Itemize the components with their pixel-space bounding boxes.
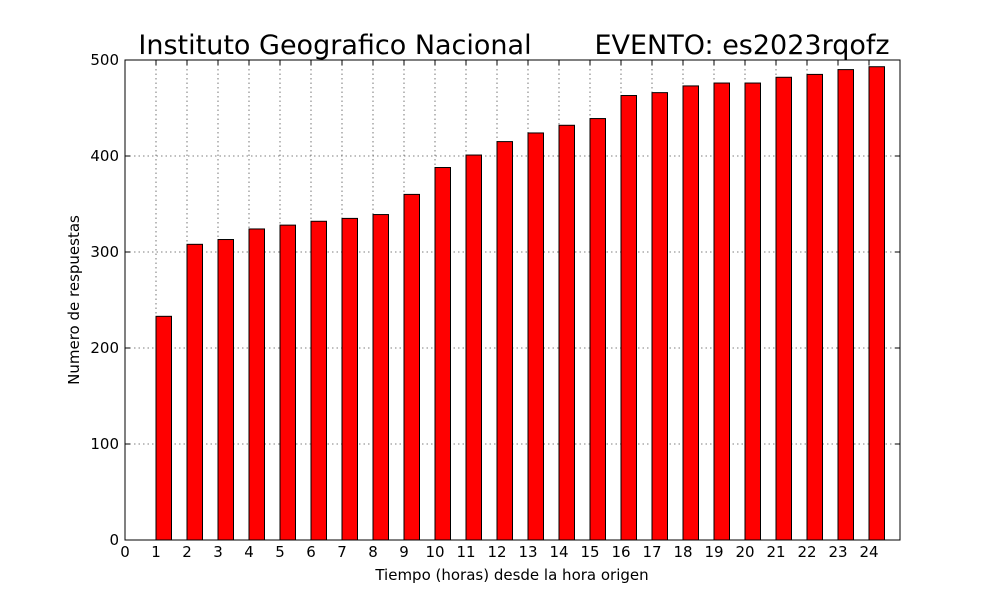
bar-hour-24 [868, 66, 885, 541]
x-tick-label: 15 [580, 543, 599, 561]
x-tick-label: 8 [368, 543, 378, 561]
x-tick-label: 14 [549, 543, 568, 561]
bar-hour-12 [496, 141, 513, 541]
x-tick-label: 3 [213, 543, 223, 561]
chart-title-right: EVENTO: es2023rqofz [594, 30, 889, 61]
x-tick-label: 16 [611, 543, 630, 561]
x-tick-label: 23 [828, 543, 847, 561]
y-tick-label: 0 [109, 531, 119, 549]
bar-hour-10 [434, 167, 451, 541]
bar-hour-20 [744, 82, 761, 541]
bar-hour-16 [620, 95, 637, 541]
x-tick-label: 19 [704, 543, 723, 561]
y-tick-label: 300 [90, 243, 119, 261]
x-tick-label: 17 [642, 543, 661, 561]
x-tick-label: 18 [673, 543, 692, 561]
x-tick-label: 13 [518, 543, 537, 561]
bar-hour-11 [465, 154, 482, 541]
chart-title-left: Instituto Geografico Nacional [138, 30, 531, 61]
x-tick-label: 12 [487, 543, 506, 561]
axis-ticks: 0 1 2 3 4 5 6 7 8 9 10 11 12 13 14 15 16 17 18 19 20 21 22 23 24… [90, 51, 900, 561]
x-tick-label: 4 [244, 543, 254, 561]
y-tick-label: 400 [90, 147, 119, 165]
x-axis-label: Tiempo (horas) desde la hora origen [374, 566, 648, 584]
bar-hour-22 [806, 73, 823, 541]
bar-hour-4 [248, 228, 265, 541]
x-tick-label: 6 [306, 543, 316, 561]
x-tick-label: 9 [399, 543, 409, 561]
y-tick-label: 200 [90, 339, 119, 357]
x-tick-label: 7 [337, 543, 347, 561]
bar-hour-23 [837, 69, 854, 541]
y-axis-label: Numero de respuestas [65, 215, 83, 385]
bar-hour-7 [341, 217, 358, 541]
y-tick-label: 500 [90, 51, 119, 69]
x-tick-label: 24 [859, 543, 878, 561]
bar-hour-1 [155, 315, 172, 541]
bar-hour-6 [310, 220, 327, 541]
x-tick-label: 21 [766, 543, 785, 561]
bar-hour-9 [403, 193, 420, 541]
bar-hour-21 [775, 76, 792, 541]
x-tick-label: 2 [182, 543, 192, 561]
y-tick-label: 100 [90, 435, 119, 453]
bar-hour-14 [558, 124, 575, 541]
bar-hour-2 [186, 243, 203, 541]
x-tick-label: 10 [425, 543, 444, 561]
x-tick-label: 5 [275, 543, 285, 561]
bar-hour-5 [279, 224, 296, 541]
bar-hour-18 [682, 85, 699, 541]
x-tick-label: 22 [797, 543, 816, 561]
bar-hour-3 [217, 239, 234, 541]
x-tick-label: 11 [456, 543, 475, 561]
x-tick-label: 1 [151, 543, 161, 561]
plot-frame [124, 59, 901, 541]
bar-hour-17 [651, 92, 668, 541]
bar-hour-15 [589, 118, 606, 541]
bar-hour-8 [372, 214, 389, 541]
x-tick-label: 20 [735, 543, 754, 561]
bar-hour-19 [713, 82, 730, 541]
x-tick-label: 0 [120, 543, 130, 561]
bars [155, 66, 885, 541]
bar-hour-13 [527, 132, 544, 541]
